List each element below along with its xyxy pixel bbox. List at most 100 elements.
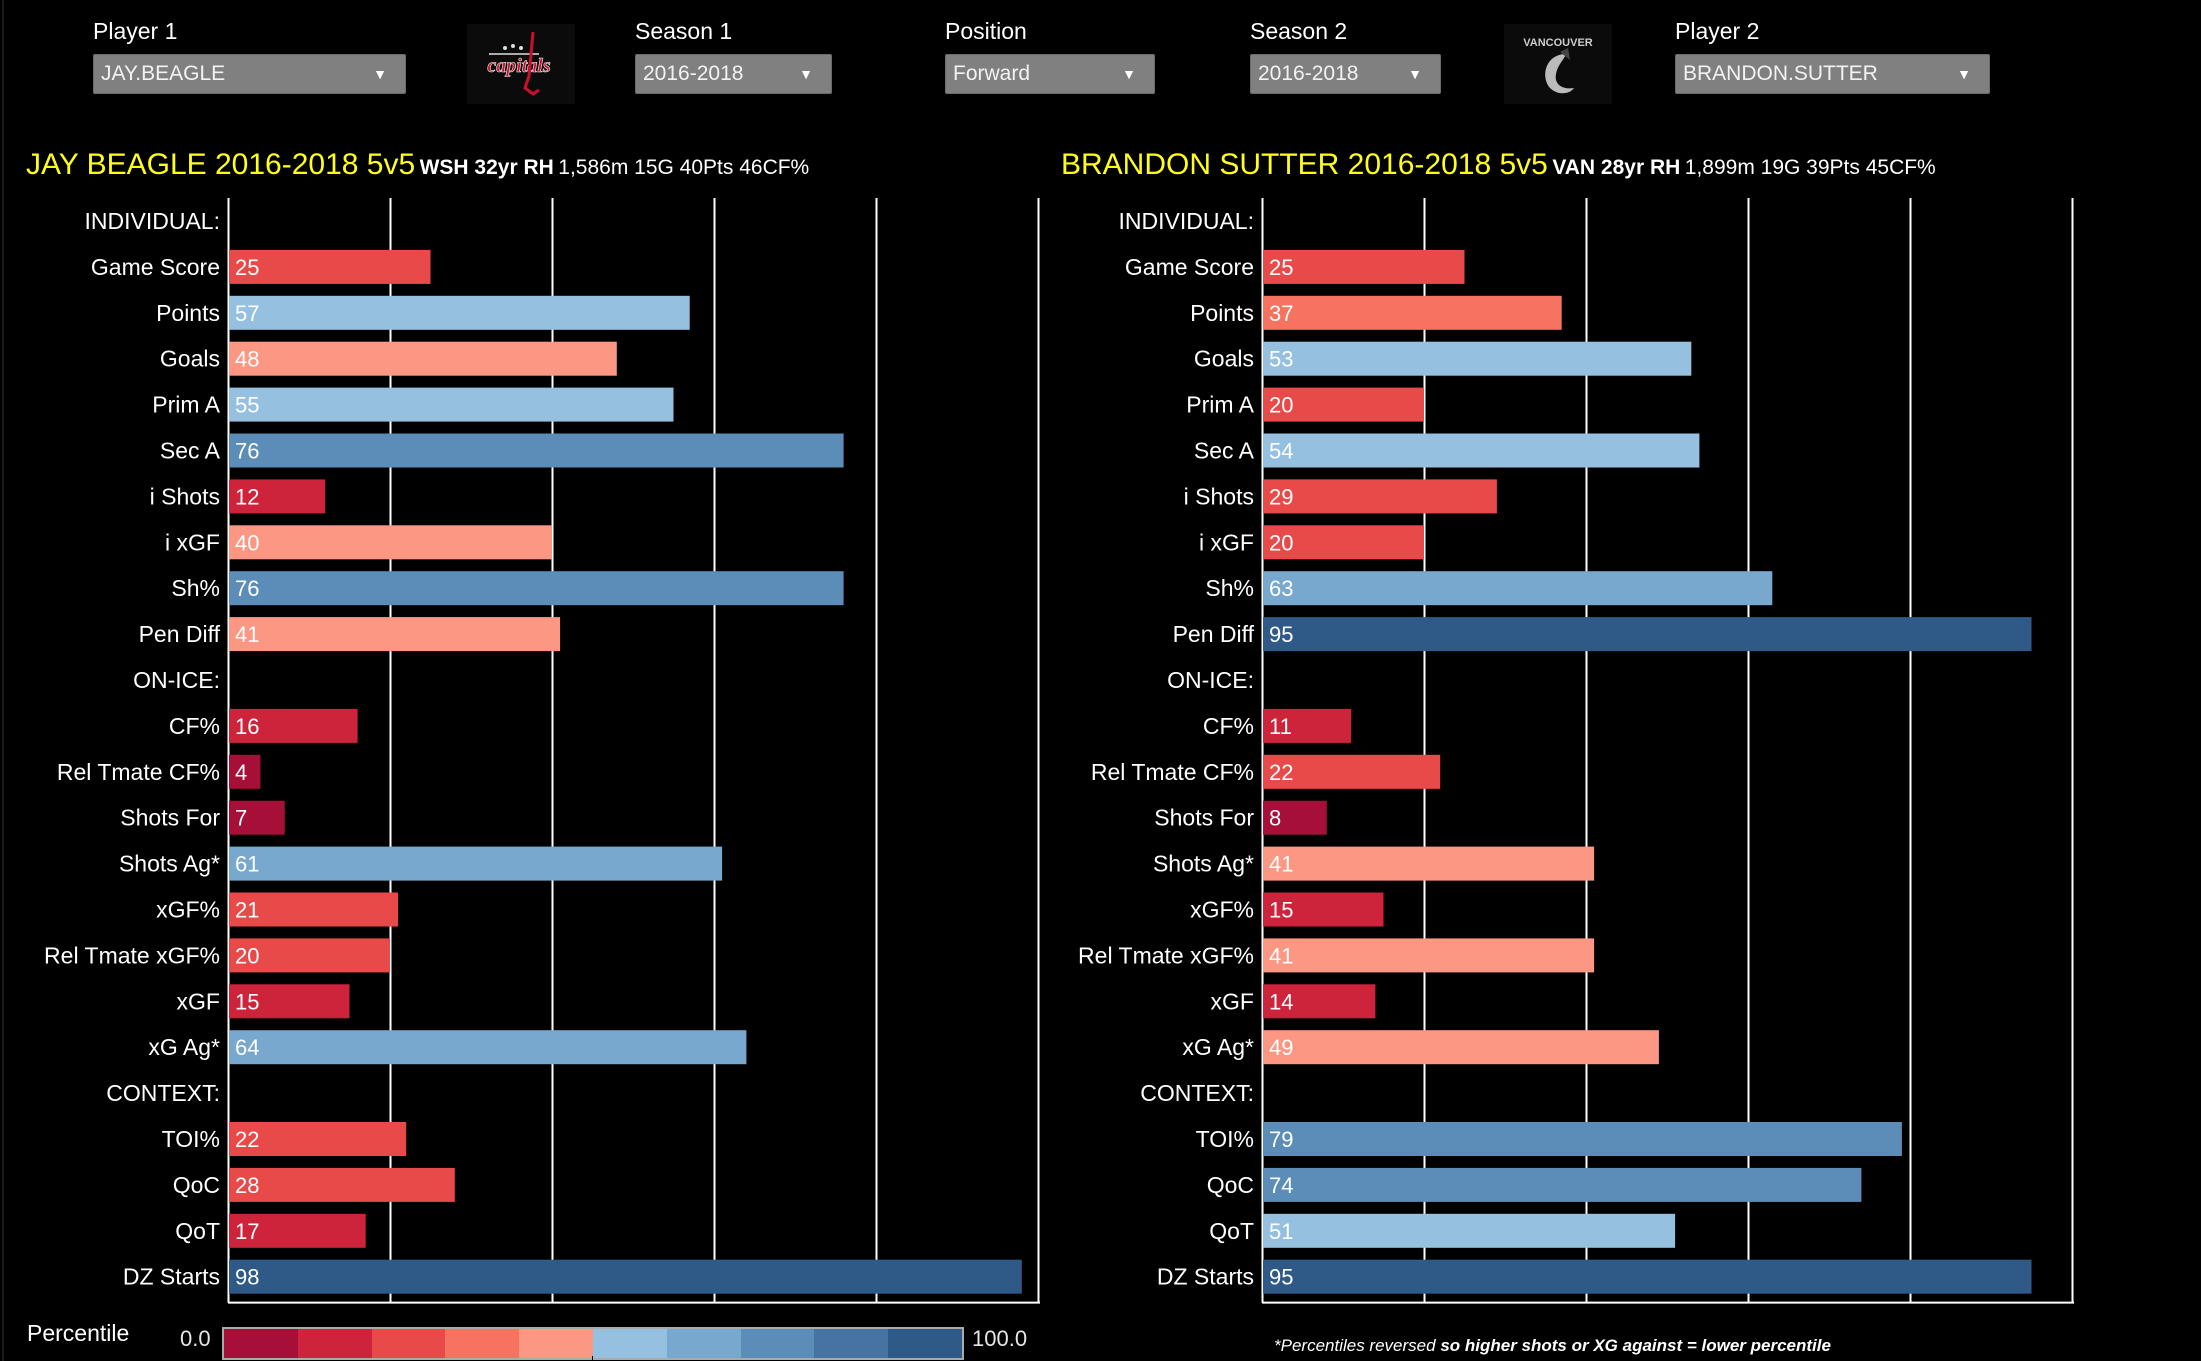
bar-cf-: [229, 708, 358, 743]
category-label: i Shots: [150, 483, 220, 509]
category-label: Game Score: [1125, 254, 1254, 280]
bar-pen-diff: [1263, 617, 2032, 652]
category-label: TOI%: [1196, 1126, 1254, 1152]
category-label: QoT: [1209, 1218, 1254, 1244]
position-dropdown[interactable]: Forward ▼: [945, 54, 1155, 94]
legend-swatch-5: [592, 1329, 667, 1358]
bar-value-label: 8: [1269, 806, 1281, 831]
bar-dz-starts: [1263, 1259, 2032, 1294]
player1-dropdown[interactable]: JAY.BEAGLE ▼: [93, 54, 406, 94]
bar-value-label: 22: [235, 1127, 259, 1152]
footnote-part1: *Percentiles reversed: [1274, 1336, 1441, 1355]
category-label: xGF: [177, 988, 220, 1014]
category-label: xG Ag*: [1182, 1034, 1254, 1060]
bar-value-label: 63: [1269, 576, 1293, 601]
bar-value-label: 76: [235, 439, 259, 464]
chevron-down-icon: ▼: [1957, 66, 1971, 82]
bar-rel-tmate-cf-: [229, 754, 261, 789]
player2-title-stats: 1,899m 19G 39Pts 45CF%: [1684, 156, 1936, 179]
category-label: Sh%: [171, 575, 220, 601]
player2-title-name: BRANDON SUTTER 2016-2018 5v5: [1061, 148, 1548, 181]
player1-title-stats: 1,586m 15G 40Pts 46CF%: [558, 156, 810, 179]
bar-value-label: 22: [1269, 760, 1293, 785]
category-label: Sec A: [160, 438, 221, 464]
bar-value-label: 17: [235, 1219, 259, 1244]
bar-value-label: 51: [1269, 1219, 1293, 1244]
player1-bar-chart: INDIVIDUAL: Game Score 25 Points 57 Goals 48 Pr…: [44, 198, 1040, 1304]
bar-value-label: 21: [235, 898, 259, 923]
category-label: Sh%: [1205, 575, 1254, 601]
left-edge-divider: [2, 0, 4, 1361]
bar-i-shots: [229, 479, 326, 514]
bar-xgf: [229, 984, 350, 1019]
bar-xg-ag-: [1263, 1030, 1659, 1065]
bar-i-xgf: [229, 525, 552, 560]
bar-sh-: [229, 571, 844, 606]
player2-bar-chart: INDIVIDUAL: Game Score 25 Points 37 Goals 53 Pr…: [1078, 198, 2074, 1304]
player2-dropdown[interactable]: BRANDON.SUTTER ▼: [1675, 54, 1990, 94]
category-label: CF%: [169, 713, 220, 739]
category-label: Sec A: [1194, 438, 1255, 464]
category-label: DZ Starts: [1157, 1264, 1254, 1290]
category-label: QoT: [175, 1218, 220, 1244]
season1-value: 2016-2018: [643, 62, 744, 85]
category-label: INDIVIDUAL:: [85, 208, 220, 234]
bar-value-label: 20: [1269, 393, 1293, 418]
bar-value-label: 15: [235, 989, 259, 1014]
chevron-down-icon: ▼: [373, 66, 387, 82]
category-label: i Shots: [1184, 483, 1254, 509]
bar-value-label: 40: [235, 530, 259, 555]
position-label: Position: [945, 18, 1027, 44]
category-label: Rel Tmate xGF%: [1078, 942, 1254, 968]
bar-value-label: 61: [235, 852, 259, 877]
bar-i-xgf: [1263, 525, 1424, 560]
position-value: Forward: [953, 62, 1031, 85]
bar-value-label: 76: [235, 576, 259, 601]
category-label: xG Ag*: [148, 1034, 220, 1060]
category-label: Rel Tmate CF%: [57, 759, 220, 785]
category-label: Goals: [1194, 346, 1254, 372]
bar-value-label: 37: [1269, 301, 1293, 326]
bar-value-label: 74: [1269, 1173, 1293, 1198]
bar-value-label: 95: [1269, 1265, 1293, 1290]
bar-value-label: 95: [1269, 622, 1293, 647]
bar-value-label: 15: [1269, 898, 1293, 923]
bar-sh-: [1263, 571, 1773, 606]
bar-sec-a: [229, 433, 844, 468]
bar-value-label: 49: [1269, 1035, 1293, 1060]
bar-shots-ag-: [1263, 846, 1595, 881]
legend-swatch-1: [297, 1329, 372, 1358]
category-label: Pen Diff: [139, 621, 221, 647]
category-label: i xGF: [165, 529, 220, 555]
player2-value: BRANDON.SUTTER: [1683, 62, 1878, 85]
bar-value-label: 41: [1269, 852, 1293, 877]
bar-value-label: 16: [235, 714, 259, 739]
category-label: Rel Tmate xGF%: [44, 942, 220, 968]
bar-value-label: 25: [235, 255, 259, 280]
legend-swatch-7: [740, 1329, 815, 1358]
bar-qoc: [1263, 1167, 1862, 1202]
bar-value-label: 4: [235, 760, 247, 785]
category-label: Goals: [160, 346, 220, 372]
player1-chart-title: JAY BEAGLE 2016-2018 5v5 WSH 32yr RH 1,5…: [26, 148, 809, 182]
category-label: Pen Diff: [1173, 621, 1255, 647]
category-label: Shots Ag*: [1153, 851, 1254, 877]
bar-shots-ag-: [229, 846, 723, 881]
category-label: ON-ICE:: [1167, 667, 1254, 693]
category-label: CONTEXT:: [1140, 1080, 1254, 1106]
season1-dropdown[interactable]: 2016-2018 ▼: [635, 54, 832, 94]
bar-value-label: 41: [235, 622, 259, 647]
season2-dropdown[interactable]: 2016-2018 ▼: [1250, 54, 1441, 94]
legend-midpoint-tick: [592, 1356, 593, 1361]
player2-title-team: VAN 28yr RH: [1552, 156, 1681, 179]
season1-label: Season 1: [635, 18, 733, 44]
bar-toi-: [229, 1122, 407, 1156]
chevron-down-icon: ▼: [799, 66, 813, 82]
category-label: TOI%: [162, 1126, 220, 1152]
legend-swatch-0: [224, 1329, 298, 1358]
bar-value-label: 54: [1269, 439, 1293, 464]
category-label: Points: [156, 300, 220, 326]
bar-value-label: 29: [1269, 484, 1293, 509]
category-label: Prim A: [1186, 392, 1254, 418]
bar-prim-a: [229, 387, 674, 422]
